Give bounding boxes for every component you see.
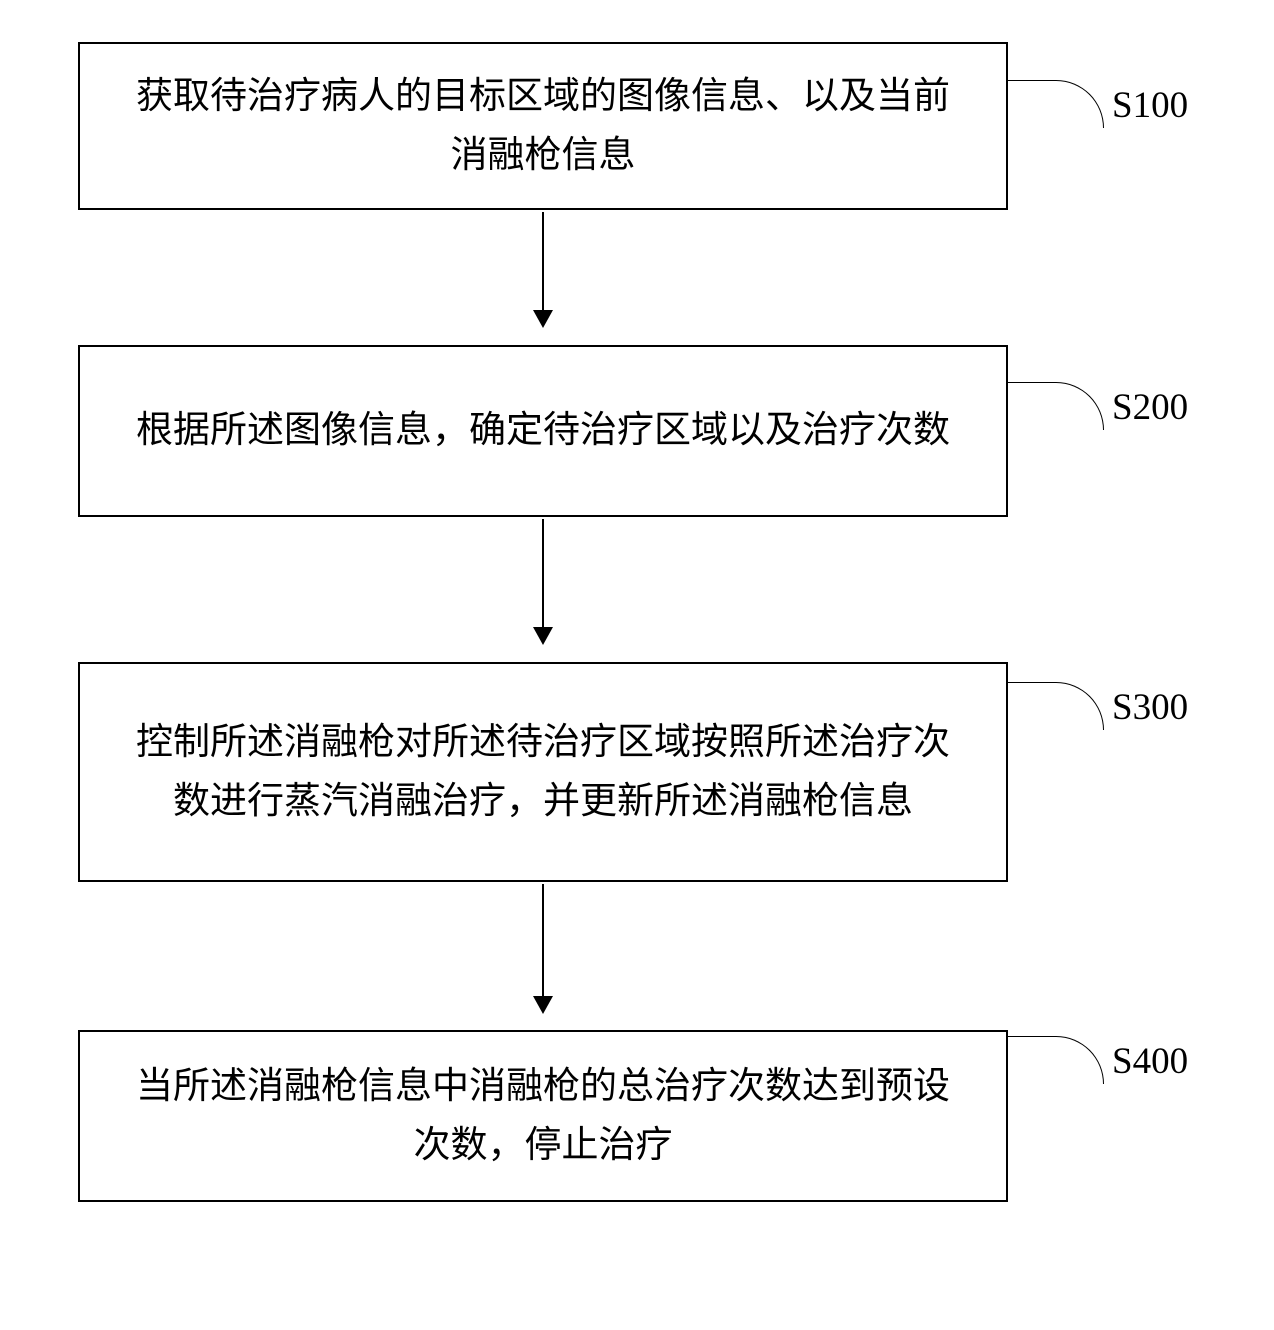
step-label-s400: S400 <box>1112 1040 1188 1083</box>
step-text: 根据所述图像信息，确定待治疗区域以及治疗次数 <box>136 401 950 460</box>
connector-s200 <box>1006 382 1104 430</box>
step-text: 获取待治疗病人的目标区域的图像信息、以及当前消融枪信息 <box>120 67 966 185</box>
step-box-s400: 当所述消融枪信息中消融枪的总治疗次数达到预设次数，停止治疗 <box>78 1030 1008 1202</box>
flowchart-container: 获取待治疗病人的目标区域的图像信息、以及当前消融枪信息 S100 根据所述图像信… <box>0 0 1274 1330</box>
arrow-1 <box>542 212 544 326</box>
connector-s100 <box>1006 80 1104 128</box>
step-text: 控制所述消融枪对所述待治疗区域按照所述治疗次数进行蒸汽消融治疗，并更新所述消融枪… <box>120 713 966 831</box>
connector-s400 <box>1006 1036 1104 1084</box>
step-label-s200: S200 <box>1112 386 1188 429</box>
step-label-s100: S100 <box>1112 84 1188 127</box>
arrow-3 <box>542 884 544 1012</box>
step-box-s300: 控制所述消融枪对所述待治疗区域按照所述治疗次数进行蒸汽消融治疗，并更新所述消融枪… <box>78 662 1008 882</box>
step-label-s300: S300 <box>1112 686 1188 729</box>
step-box-s100: 获取待治疗病人的目标区域的图像信息、以及当前消融枪信息 <box>78 42 1008 210</box>
arrow-2 <box>542 519 544 643</box>
step-text: 当所述消融枪信息中消融枪的总治疗次数达到预设次数，停止治疗 <box>120 1057 966 1175</box>
connector-s300 <box>1006 682 1104 730</box>
step-box-s200: 根据所述图像信息，确定待治疗区域以及治疗次数 <box>78 345 1008 517</box>
